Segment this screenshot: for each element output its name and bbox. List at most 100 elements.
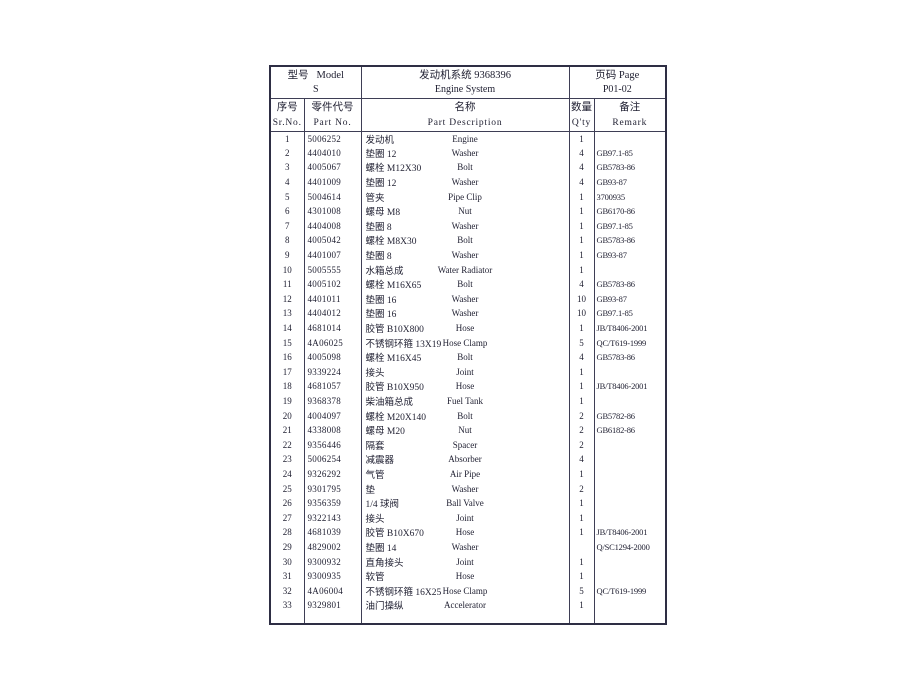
part-name-en: Bolt: [457, 352, 473, 363]
model-cell: 型号 Model S: [269, 66, 362, 99]
part-name-cn: 直角接头: [365, 558, 404, 569]
cell-sr-no: 1: [269, 131, 305, 146]
column-header-srno-cn: 序号: [276, 102, 298, 113]
part-name-cn: 螺母 M20: [365, 427, 405, 438]
part-name-en: Absorber: [448, 454, 482, 465]
cell-remark: [593, 364, 667, 380]
cell-description: 气管 Air Pipe: [360, 466, 570, 482]
cell-sr-no: 31: [269, 568, 305, 584]
cell-description: 直角接头 Joint: [360, 554, 570, 569]
table-row: 29 4829002 垫圈 14 Washer Q/SC1294-2000: [269, 539, 667, 555]
cell-remark: Q/SC1294-2000: [593, 539, 667, 555]
cell-qty: 4: [568, 276, 595, 292]
column-header-qty-en: Q'ty: [571, 118, 592, 128]
part-name-en: Joint: [456, 366, 474, 377]
cell-remark-empty: [593, 612, 667, 624]
cell-sr-no: 18: [269, 379, 305, 394]
cell-part-no: 4005067: [303, 160, 362, 175]
table-row: 32 4A06004 不锈钢环箍 16X25 Hose Clamp 5 QC/T619-1…: [269, 583, 667, 598]
column-header-srno-en: Sr.No.: [272, 118, 302, 128]
part-name-en: Hose: [455, 323, 475, 334]
part-name-en: Air Pipe: [449, 468, 481, 479]
part-name-cn: 垫圈 16: [365, 295, 397, 306]
part-name-cn: 螺母 M8: [365, 208, 401, 219]
cell-part-no: 9339224: [303, 364, 362, 380]
part-name-en: Hose Clamp: [442, 585, 488, 596]
cell-remark: GB6182-86: [593, 422, 667, 438]
table-row: 9 4401007 垫圈 8 Washer 1 GB93-87: [269, 247, 667, 263]
cell-part-no: 9300935: [303, 568, 362, 584]
table-row: 31 9300935 软管 Hose 1: [269, 568, 667, 584]
cell-part-no: 4401011: [303, 291, 362, 307]
column-header-qty-cn: 数量: [571, 102, 593, 113]
cell-remark: JB/T8406-2001: [593, 320, 667, 336]
system-title: 发动机系统 9368396: [419, 69, 511, 81]
cell-description: 螺栓 M20X140 Bolt: [360, 408, 570, 423]
cell-description: 水箱总成 Water Radiator: [360, 262, 570, 277]
cell-description: 不锈钢环箍 13X19 Hose Clamp: [360, 335, 570, 350]
cell-sr-no: 33: [269, 598, 305, 613]
cell-qty: 1: [568, 554, 595, 569]
table-row: 10 5005555 水箱总成 Water Radiator 1: [269, 262, 667, 277]
cell-qty: 1: [568, 525, 595, 540]
cell-part-no-empty: [303, 612, 362, 624]
cell-remark: JB/T8406-2001: [593, 379, 667, 394]
cell-part-no: 5004614: [303, 189, 362, 204]
part-name-cn: 垫圈 16: [365, 310, 397, 321]
part-name-cn: 垫圈 12: [365, 179, 397, 190]
cell-part-no: 4681014: [303, 320, 362, 336]
cell-description: 垫圈 16 Washer: [360, 306, 570, 321]
column-header-description-en: Part Description: [427, 118, 503, 128]
filler-row: [269, 612, 667, 624]
part-name-en: Washer: [451, 308, 479, 319]
cell-sr-no: 19: [269, 393, 305, 409]
table-row: 1 5006252 发动机 Engine 1: [269, 131, 667, 146]
cell-qty: 1: [568, 466, 595, 482]
cell-remark: GB6170-86: [593, 203, 667, 219]
system-cell: 发动机系统 9368396 Engine System: [360, 66, 570, 99]
table-row: 5 5004614 管夹 Pipe Clip 1 3700935: [269, 189, 667, 204]
cell-description: 垫圈 8 Washer: [360, 247, 570, 263]
cell-sr-no: 21: [269, 422, 305, 438]
cell-description: 垫圈 12 Washer: [360, 174, 570, 190]
column-header-partno-cn: 零件代号: [311, 102, 354, 113]
table-row: 12 4401011 垫圈 16 Washer 10 GB93-87: [269, 291, 667, 307]
cell-description: 胶管 B10X950 Hose: [360, 379, 570, 394]
cell-sr-no: 13: [269, 306, 305, 321]
cell-sr-no: 28: [269, 525, 305, 540]
cell-part-no: 9301795: [303, 481, 362, 496]
cell-description: 螺母 M20 Nut: [360, 422, 570, 438]
part-name-cn: 胶管 B10X950: [365, 383, 424, 394]
part-name-en: Engine: [452, 133, 478, 144]
part-name-cn: 胶管 B10X670: [365, 529, 424, 540]
cell-part-no: 9300932: [303, 554, 362, 569]
part-name-en: Hose: [455, 571, 475, 582]
table-row: 27 9322143 接头 Joint 1: [269, 510, 667, 526]
part-name-cn: 垫圈 8: [365, 252, 392, 263]
cell-part-no: 4401007: [303, 247, 362, 263]
cell-qty: 1: [568, 495, 595, 511]
cell-sr-no: 14: [269, 320, 305, 336]
cell-sr-no: 30: [269, 554, 305, 569]
cell-part-no: 4404010: [303, 145, 362, 161]
part-name-cn: 气管: [365, 470, 385, 481]
cell-sr-no: 10: [269, 262, 305, 277]
table-row: 20 4004097 螺栓 M20X140 Bolt 2 GB5782-86: [269, 408, 667, 423]
table-row: 28 4681039 胶管 B10X670 Hose 1 JB/T8406-2001: [269, 525, 667, 540]
part-name-en: Washer: [451, 250, 479, 261]
part-name-en: Spacer: [452, 439, 478, 450]
column-header-qty: 数量 Q'ty: [568, 98, 595, 132]
cell-sr-no-empty: [269, 612, 305, 624]
table-row: 3 4005067 螺栓 M12X30 Bolt 4 GB5783-86: [269, 160, 667, 175]
cell-remark: GB93-87: [593, 247, 667, 263]
cell-description: 螺栓 M12X30 Bolt: [360, 160, 570, 175]
cell-remark: [593, 393, 667, 409]
cell-part-no: 4301008: [303, 203, 362, 219]
page-value: P01-02: [602, 83, 632, 95]
table-row: 24 9326292 气管 Air Pipe 1: [269, 466, 667, 482]
cell-part-no: 4005042: [303, 233, 362, 248]
part-name-en: Washer: [451, 293, 479, 304]
part-name-cn: 胶管 B10X800: [365, 325, 424, 336]
cell-description: 隔套 Spacer: [360, 437, 570, 453]
